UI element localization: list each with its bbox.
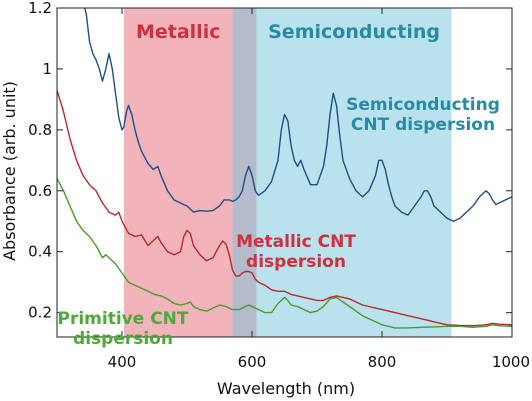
region-band-2 [232, 8, 257, 337]
series-label-2-line-2: dispersion [246, 252, 346, 272]
region-band-3 [256, 8, 452, 337]
series-line-2 [57, 90, 512, 327]
region-band-1 [123, 8, 233, 337]
series-label-3-line-2: dispersion [73, 329, 173, 349]
x-tick-label: 600 [238, 353, 267, 371]
x-tick-label: 400 [108, 353, 137, 371]
plot-frame [56, 7, 513, 338]
wavelength-regions [123, 8, 452, 337]
region-label-1: Metallic [136, 21, 221, 43]
series-label-1-line-1: Semiconducting [346, 95, 500, 115]
y-tick-label: 0.4 [28, 243, 52, 261]
y-tick-label: 0.6 [28, 182, 52, 200]
y-tick-label: 0.2 [28, 304, 52, 322]
series-label-3-line-1: Primitive CNT [58, 309, 189, 329]
y-axis-title: Absorbance (arb. unit) [0, 81, 19, 261]
series-label-2-line-1: Metallic CNT [236, 232, 356, 252]
annotations: Metallic SemiconductingSemiconductingCNT … [58, 21, 500, 349]
axes: 400 600 800 1000 0.2 0.4 0.6 0.8 1 1.2 [28, 0, 530, 371]
y-tick-label: 1 [42, 60, 52, 78]
y-tick-label: 1.2 [28, 0, 52, 17]
series-line-3 [57, 178, 512, 329]
x-axis-title: Wavelength (nm) [217, 379, 355, 398]
spectra-series [57, 8, 512, 329]
x-tick-label: 800 [368, 353, 397, 371]
region-label-3: Semiconducting [268, 21, 440, 43]
series-line-1 [83, 8, 512, 222]
y-tick-label: 0.8 [28, 121, 52, 139]
x-tick-label: 1000 [492, 353, 530, 371]
series-label-1-line-2: CNT dispersion [351, 115, 495, 135]
